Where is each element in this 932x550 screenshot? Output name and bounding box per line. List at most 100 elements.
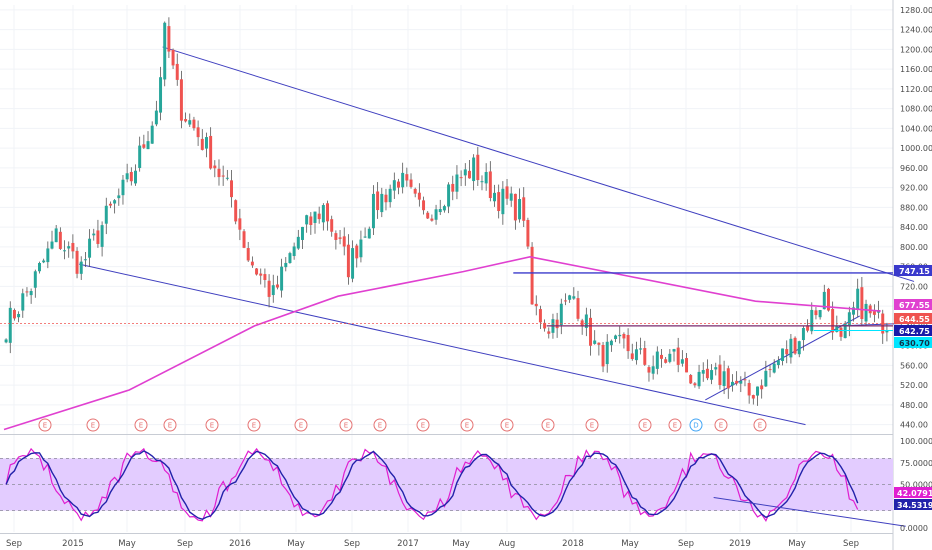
candle — [513, 193, 517, 230]
candle — [321, 203, 325, 231]
price-tag-bg — [894, 337, 932, 348]
earnings-marker: E — [294, 418, 308, 432]
candle — [71, 234, 75, 259]
earnings-marker: E — [585, 418, 599, 432]
oscillator-tick-label: 0.0000 — [900, 524, 928, 533]
candle-body — [609, 340, 613, 346]
candle-body — [33, 271, 37, 288]
candle-body — [188, 120, 192, 125]
candle-body — [818, 310, 822, 318]
candle-body — [526, 219, 530, 247]
candle — [776, 356, 780, 369]
candle-body — [67, 246, 71, 249]
candle-body — [230, 180, 233, 198]
candle-body — [735, 380, 739, 384]
event-circle — [38, 418, 52, 432]
candle-body — [121, 179, 125, 196]
candle-body — [647, 367, 651, 373]
time-axis[interactable]: Sep 2015 May Sep 2016 May Sep 2017 May Aug 2018 May… — [6, 539, 859, 549]
candle-body — [626, 334, 630, 352]
earnings-marker: E — [541, 418, 555, 432]
event-circle — [339, 418, 353, 432]
candle — [472, 154, 476, 191]
candle — [309, 212, 313, 235]
candle — [442, 204, 446, 213]
candle-body — [839, 327, 843, 337]
earnings-marker: E — [753, 418, 767, 432]
candle — [877, 300, 881, 319]
candle-body — [459, 177, 463, 179]
candle — [213, 160, 217, 178]
candle — [25, 287, 29, 297]
candle-body — [451, 183, 455, 192]
event-circle — [86, 418, 100, 432]
candle-body — [622, 334, 626, 339]
trendlines — [79, 46, 932, 426]
candle-body — [864, 303, 868, 322]
candle — [284, 257, 288, 272]
candle — [67, 241, 71, 258]
candle-body — [793, 337, 797, 354]
candle — [12, 308, 16, 321]
candle-body — [338, 237, 342, 239]
candle-body — [326, 203, 330, 222]
candle-body — [730, 381, 734, 386]
candle-body — [710, 370, 714, 380]
candle — [455, 165, 459, 200]
candle — [864, 299, 868, 327]
candle-body — [401, 172, 405, 188]
candle-body — [271, 285, 275, 296]
candle-body — [797, 341, 801, 355]
price-tags: 747.15 677.55 644.55 642.75 630.70 42.0791 34.… — [894, 265, 932, 510]
candle — [351, 240, 355, 283]
candle-body — [472, 157, 476, 182]
price-axis[interactable]: 1280.00 1240.00 1200.00 1160.00 1120.00 1080.… — [900, 6, 932, 430]
candle — [54, 224, 58, 243]
candle-body — [63, 250, 67, 252]
candle — [154, 100, 158, 127]
candle — [497, 184, 501, 219]
candle-body — [634, 349, 638, 361]
event-label: D — [693, 422, 698, 430]
candle-body — [497, 192, 501, 212]
candle — [801, 326, 805, 351]
candle — [113, 199, 117, 214]
candle-body — [672, 349, 676, 352]
candle-body — [518, 198, 522, 220]
candle-body — [150, 125, 154, 144]
event-label: E — [719, 422, 723, 430]
candle — [280, 258, 284, 298]
price-tick-label: 440.00 — [900, 421, 928, 430]
candle-body — [639, 348, 643, 350]
candle — [689, 374, 693, 385]
candle — [150, 121, 154, 144]
candle-body — [96, 230, 100, 244]
price-tick-label: 1280.00 — [900, 6, 932, 15]
price-tag-bg — [894, 325, 932, 336]
candle — [526, 217, 530, 250]
price-tag: 642.75 — [894, 325, 932, 336]
candle — [660, 349, 663, 368]
event-circle — [753, 418, 767, 432]
candle — [271, 274, 275, 303]
candle-body — [676, 347, 680, 365]
candle — [810, 302, 814, 335]
candle — [480, 175, 484, 191]
time-tick-label: 2015 — [62, 539, 84, 549]
stoch-d-line — [5, 450, 859, 520]
candle — [204, 132, 208, 158]
price-tick-label: 1240.00 — [900, 26, 932, 35]
candle — [88, 229, 92, 267]
candle-body — [530, 246, 534, 305]
candle — [392, 172, 396, 199]
candle — [138, 136, 142, 172]
candle-body — [292, 246, 296, 257]
candle-body — [275, 284, 279, 288]
candle — [438, 199, 442, 216]
candle — [580, 318, 584, 335]
candle-body — [509, 193, 513, 201]
candle — [814, 307, 818, 320]
